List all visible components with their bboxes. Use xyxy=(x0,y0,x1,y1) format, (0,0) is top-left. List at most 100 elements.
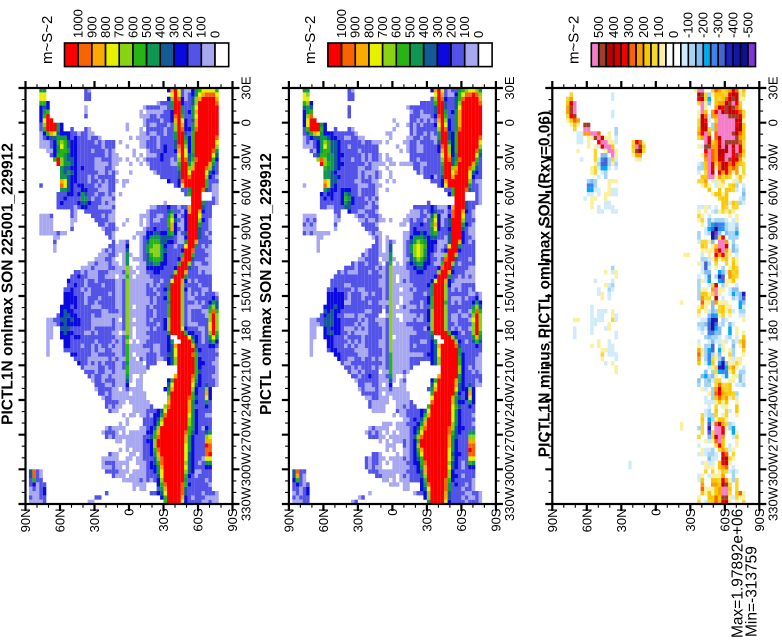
svg-text:90W: 90W xyxy=(239,213,254,240)
svg-text:30S: 30S xyxy=(683,508,698,531)
svg-text:30N: 30N xyxy=(614,509,629,533)
svg-text:0: 0 xyxy=(122,509,137,516)
svg-text:90S: 90S xyxy=(752,508,767,531)
svg-text:600: 600 xyxy=(389,16,404,38)
svg-text:400: 400 xyxy=(153,16,168,38)
svg-text:300W: 300W xyxy=(239,452,254,487)
svg-text:0: 0 xyxy=(471,31,486,38)
svg-text:90S: 90S xyxy=(225,508,240,531)
svg-text:330W: 330W xyxy=(239,486,254,521)
svg-text:30N: 30N xyxy=(87,509,102,533)
svg-text:300: 300 xyxy=(621,16,636,38)
svg-text:90N: 90N xyxy=(545,509,560,533)
svg-text:120W: 120W xyxy=(239,244,254,279)
svg-text:-300: -300 xyxy=(711,12,726,38)
svg-text:90W: 90W xyxy=(502,213,517,240)
svg-text:0: 0 xyxy=(502,119,517,126)
svg-text:30N: 30N xyxy=(350,509,365,533)
svg-text:100: 100 xyxy=(194,16,209,38)
svg-text:180: 180 xyxy=(239,320,254,342)
svg-text:30S: 30S xyxy=(156,508,171,531)
svg-text:30W: 30W xyxy=(765,143,780,170)
svg-text:m~S~2: m~S~2 xyxy=(302,16,319,64)
svg-text:300: 300 xyxy=(430,16,445,38)
svg-text:700: 700 xyxy=(112,16,127,38)
svg-text:210W: 210W xyxy=(502,348,517,383)
svg-text:90W: 90W xyxy=(765,213,780,240)
svg-text:0: 0 xyxy=(207,31,222,38)
svg-text:500: 500 xyxy=(591,16,606,38)
svg-text:60N: 60N xyxy=(53,509,68,533)
svg-text:900: 900 xyxy=(84,16,99,38)
svg-text:800: 800 xyxy=(98,16,113,38)
svg-text:30W: 30W xyxy=(239,143,254,170)
svg-text:m~S~2: m~S~2 xyxy=(39,16,56,64)
svg-text:270W: 270W xyxy=(239,417,254,452)
svg-text:500: 500 xyxy=(402,16,417,38)
svg-text:400: 400 xyxy=(606,16,621,38)
svg-text:0: 0 xyxy=(765,119,780,126)
svg-text:30E: 30E xyxy=(765,76,780,99)
svg-text:-100: -100 xyxy=(681,12,696,38)
svg-text:60N: 60N xyxy=(316,509,331,533)
svg-text:240W: 240W xyxy=(765,382,780,417)
svg-text:150W: 150W xyxy=(502,278,517,313)
svg-text:60S: 60S xyxy=(191,508,206,531)
svg-text:120W: 120W xyxy=(765,244,780,279)
svg-text:60S: 60S xyxy=(454,508,469,531)
svg-text:60W: 60W xyxy=(502,178,517,205)
svg-text:-400: -400 xyxy=(726,12,741,38)
svg-text:Min=-313759: Min=-313759 xyxy=(744,546,761,637)
svg-text:0: 0 xyxy=(648,509,663,516)
svg-text:100: 100 xyxy=(651,16,666,38)
svg-text:180: 180 xyxy=(502,320,517,342)
svg-text:400: 400 xyxy=(416,16,431,38)
svg-text:500: 500 xyxy=(139,16,154,38)
svg-text:1000: 1000 xyxy=(71,9,86,38)
svg-text:60W: 60W xyxy=(239,178,254,205)
svg-text:30W: 30W xyxy=(502,143,517,170)
svg-text:-500: -500 xyxy=(740,12,755,38)
svg-text:PICTL1N minus PICTL omlmax SON: PICTL1N minus PICTL omlmax SON (Rxy=0.06… xyxy=(537,111,554,457)
svg-text:150W: 150W xyxy=(765,278,780,313)
svg-text:900: 900 xyxy=(348,16,363,38)
svg-text:90S: 90S xyxy=(488,508,503,531)
svg-text:60W: 60W xyxy=(765,178,780,205)
svg-text:330W: 330W xyxy=(765,486,780,521)
svg-text:300W: 300W xyxy=(765,452,780,487)
svg-text:90N: 90N xyxy=(18,509,33,533)
svg-text:120W: 120W xyxy=(502,244,517,279)
svg-text:90N: 90N xyxy=(281,509,296,533)
svg-text:30E: 30E xyxy=(239,76,254,99)
svg-text:210W: 210W xyxy=(765,348,780,383)
svg-text:PICTL omlmax SON 225001_229912: PICTL omlmax SON 225001_229912 xyxy=(258,153,275,415)
svg-text:-200: -200 xyxy=(696,12,711,38)
svg-text:m~S~2: m~S~2 xyxy=(566,16,583,64)
svg-text:200: 200 xyxy=(443,16,458,38)
svg-text:PICTL1N omlmax SON 225001_2299: PICTL1N omlmax SON 225001_229912 xyxy=(0,143,17,425)
svg-text:30S: 30S xyxy=(419,508,434,531)
svg-text:210W: 210W xyxy=(239,348,254,383)
svg-text:300W: 300W xyxy=(502,452,517,487)
svg-text:0: 0 xyxy=(666,31,681,38)
svg-text:240W: 240W xyxy=(239,382,254,417)
svg-text:150W: 150W xyxy=(239,278,254,313)
svg-text:300: 300 xyxy=(166,16,181,38)
svg-text:800: 800 xyxy=(361,16,376,38)
svg-text:180: 180 xyxy=(765,320,780,342)
svg-text:60N: 60N xyxy=(579,509,594,533)
svg-text:700: 700 xyxy=(375,16,390,38)
svg-text:0: 0 xyxy=(239,119,254,126)
svg-text:0: 0 xyxy=(385,509,400,516)
svg-text:100: 100 xyxy=(457,16,472,38)
svg-text:1000: 1000 xyxy=(334,9,349,38)
svg-text:270W: 270W xyxy=(502,417,517,452)
svg-text:270W: 270W xyxy=(765,417,780,452)
svg-text:200: 200 xyxy=(180,16,195,38)
svg-text:240W: 240W xyxy=(502,382,517,417)
svg-text:200: 200 xyxy=(636,16,651,38)
svg-text:Max=1.97892e+06: Max=1.97892e+06 xyxy=(730,509,747,638)
svg-text:60S: 60S xyxy=(717,508,732,531)
svg-text:600: 600 xyxy=(125,16,140,38)
svg-text:30E: 30E xyxy=(502,76,517,99)
